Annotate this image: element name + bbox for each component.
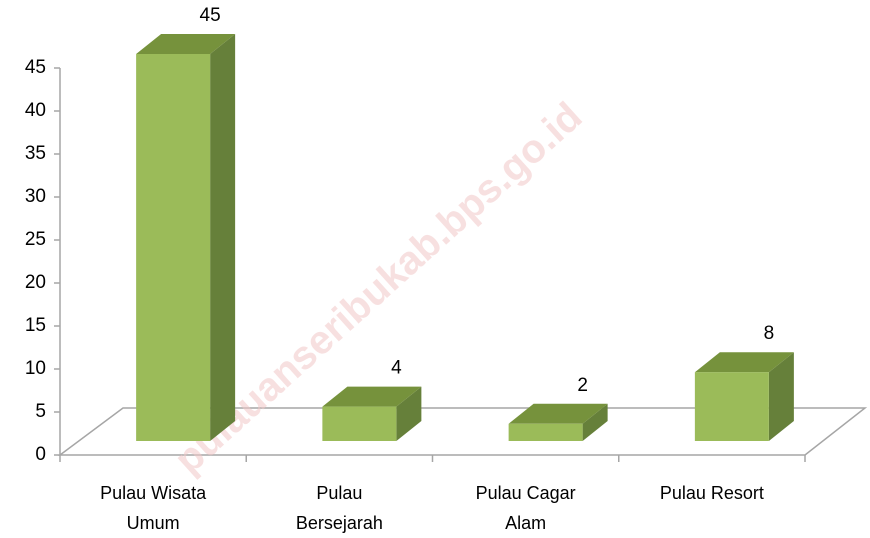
y-tick-label: 10 [25,358,46,379]
y-tick-label: 20 [25,272,46,293]
x-tick-label: Pulau Wisata Umum [100,483,207,533]
value-label: 4 [391,358,402,379]
bar-top [136,34,236,54]
bar-front [322,406,397,441]
floor [57,407,868,456]
bar-front [694,372,769,441]
x-tick-label: Pulau Cagar Alam [475,483,576,533]
bar [694,352,794,441]
value-label: 8 [764,323,775,344]
value-label: 45 [200,5,221,26]
y-tick-label: 40 [25,100,46,121]
y-tick-label: 35 [25,143,46,164]
y-tick-label: 45 [25,57,46,78]
y-tick-label: 0 [35,444,46,465]
value-label: 2 [577,375,588,396]
bar-top [694,352,794,373]
bar-side [768,352,794,441]
x-tick-label: Pulau Resort [659,483,764,503]
bar-side [210,34,236,441]
bar-side [396,386,422,441]
bar-top [322,386,422,407]
y-tick-label: 30 [25,186,46,207]
bar-front [136,54,211,441]
bar-top [508,403,608,424]
x-tick-label: Pulau Bersejarah [295,483,383,533]
y-tick-label: 25 [25,229,46,250]
y-tick-label: 15 [25,315,46,336]
bar [136,34,236,441]
bar [322,386,422,441]
y-tick-label: 5 [35,401,46,422]
bar-front [508,423,583,441]
bar-side [582,403,608,441]
bar [508,403,608,441]
